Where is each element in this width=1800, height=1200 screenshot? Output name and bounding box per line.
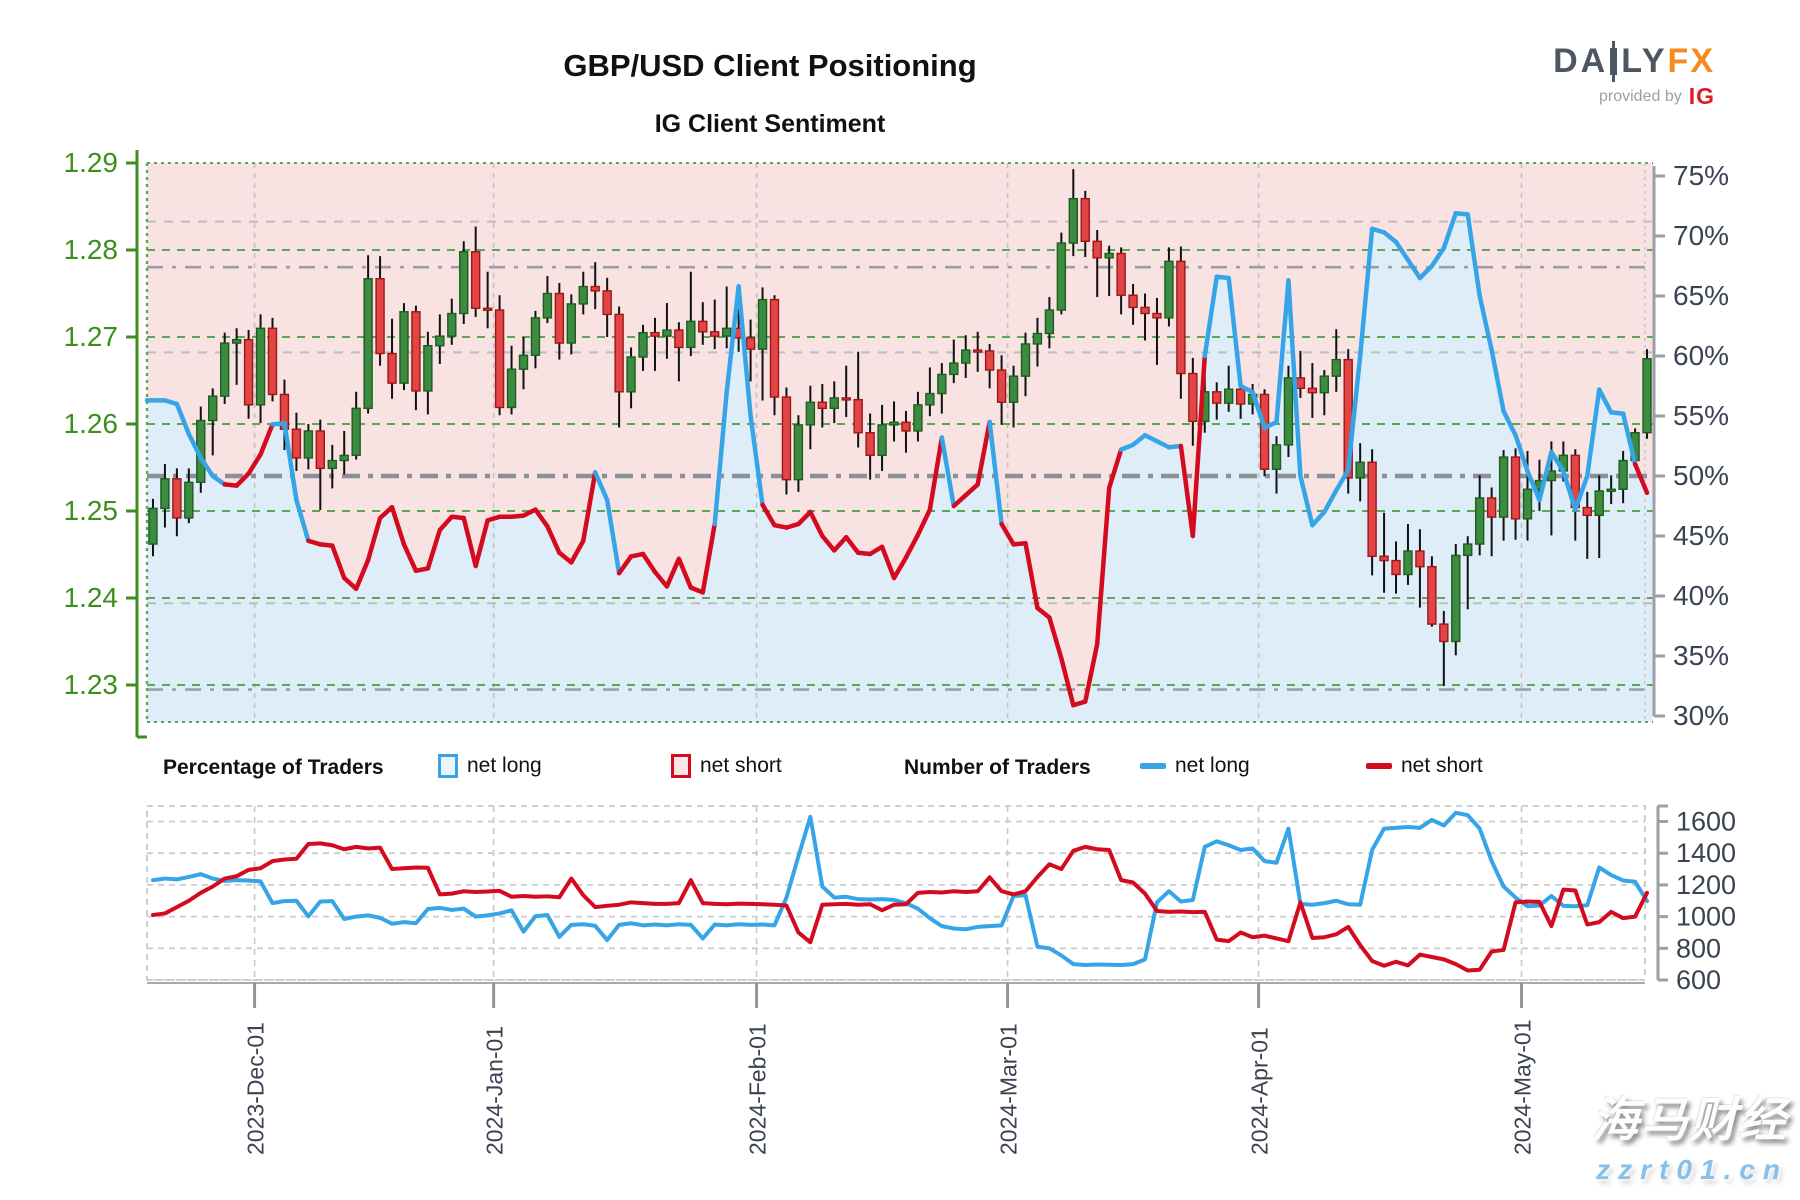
- logo-text-ly: LY: [1621, 42, 1668, 80]
- provided-by-label: provided by: [1599, 87, 1682, 105]
- legend-pct-net-short-label: net short: [700, 754, 782, 777]
- net-short-swatch-icon: [671, 754, 691, 778]
- svg-text:600: 600: [1676, 965, 1721, 995]
- legend-num-net-short: net short: [1366, 754, 1483, 778]
- net-short-line-icon: [1366, 763, 1392, 769]
- svg-text:40%: 40%: [1673, 580, 1729, 611]
- svg-text:65%: 65%: [1673, 280, 1729, 311]
- logo-text-da: DA: [1553, 42, 1609, 80]
- svg-text:1.23: 1.23: [64, 669, 119, 700]
- svg-text:1.26: 1.26: [64, 408, 119, 439]
- site-watermark: 海马财经 zzrt01.cn: [1592, 1081, 1788, 1186]
- ig-logo: IG: [1688, 83, 1715, 109]
- svg-text:2024-Jan-01: 2024-Jan-01: [482, 1026, 508, 1155]
- chart-subtitle: IG Client Sentiment: [654, 110, 886, 138]
- legend-num-net-long-label: net long: [1175, 754, 1250, 777]
- page-title: GBP/USD Client Positioning: [563, 48, 977, 83]
- reference-lines: [147, 220, 1653, 691]
- svg-text:75%: 75%: [1673, 160, 1729, 191]
- legend-num-title: Number of Traders: [904, 756, 1091, 779]
- svg-text:800: 800: [1676, 933, 1721, 963]
- legend-pct-net-long-label: net long: [467, 754, 542, 777]
- svg-text:1.24: 1.24: [64, 582, 119, 613]
- plot-borders: [145, 163, 1646, 722]
- provided-by-row: provided by IG: [1553, 83, 1715, 110]
- svg-text:1000: 1000: [1676, 902, 1736, 932]
- sentiment-line: [144, 210, 1650, 708]
- legend-num-net-short-label: net short: [1401, 754, 1483, 777]
- watermark-brand: 海马财经: [1592, 1093, 1788, 1146]
- svg-text:1.28: 1.28: [64, 234, 119, 265]
- svg-text:2024-Apr-01: 2024-Apr-01: [1247, 1027, 1273, 1155]
- candlesticks: [148, 169, 1652, 686]
- net-long-swatch-icon: [438, 754, 458, 778]
- svg-text:1.29: 1.29: [64, 147, 119, 178]
- svg-text:50%: 50%: [1673, 460, 1729, 491]
- svg-text:1200: 1200: [1676, 870, 1736, 900]
- legend-pct-net-short: net short: [671, 754, 782, 778]
- net-long-line-icon: [1140, 763, 1166, 769]
- dailyfx-wordmark: DA LY FX: [1553, 41, 1715, 82]
- logo-text-fx: FX: [1667, 42, 1715, 80]
- price-gridlines: [147, 162, 1653, 723]
- legend-pct-net-long: net long: [438, 754, 542, 778]
- svg-text:30%: 30%: [1673, 700, 1729, 731]
- bottom-chart: [146, 805, 1650, 981]
- dailyfx-logo: DA LY FX provided by IG: [1553, 41, 1715, 110]
- chart-legend: Percentage of Traders net long net short…: [0, 748, 1800, 788]
- svg-text:60%: 60%: [1673, 340, 1729, 371]
- legend-pct-title: Percentage of Traders: [163, 756, 384, 779]
- sentiment-fills: [147, 163, 1653, 722]
- main-axes: 1.29 1.28 1.27 1.26 1.25 1.24 1.23 75% 70% 65% 60%…: [64, 147, 1729, 739]
- watermark-url: zzrt01.cn: [1596, 1154, 1788, 1185]
- svg-text:1600: 1600: [1676, 807, 1736, 837]
- svg-text:55%: 55%: [1673, 400, 1729, 431]
- svg-text:35%: 35%: [1673, 640, 1729, 671]
- month-gridlines: [253, 163, 1523, 980]
- candlestick-i-icon: [1610, 41, 1618, 82]
- svg-text:1.27: 1.27: [64, 321, 119, 352]
- svg-text:70%: 70%: [1673, 220, 1729, 251]
- svg-text:2023-Dec-01: 2023-Dec-01: [243, 1022, 269, 1155]
- svg-text:2024-Mar-01: 2024-Mar-01: [996, 1023, 1022, 1155]
- svg-text:2024-Feb-01: 2024-Feb-01: [745, 1023, 771, 1155]
- legend-num-net-long: net long: [1140, 754, 1250, 778]
- svg-text:2024-May-01: 2024-May-01: [1510, 1019, 1536, 1155]
- svg-text:1.25: 1.25: [64, 495, 119, 526]
- svg-text:1400: 1400: [1676, 838, 1736, 868]
- svg-text:45%: 45%: [1673, 520, 1729, 551]
